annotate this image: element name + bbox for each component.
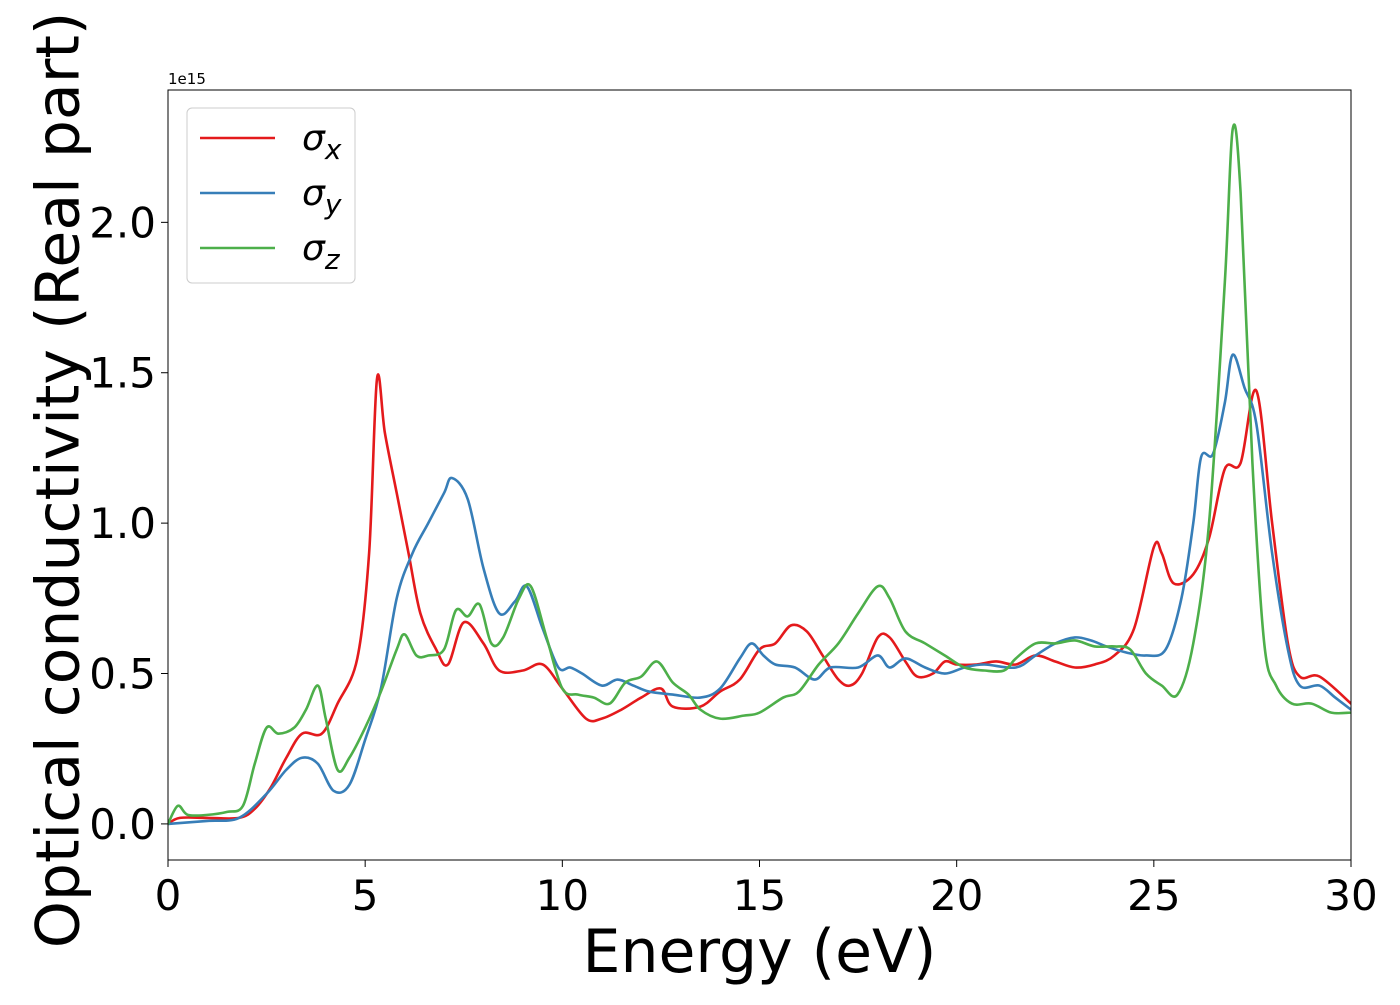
legend-box [186,107,356,284]
axis-ticks: 0 5 10 15 20 25 30 0.0 0.5 1.0 1.5 2.0 [89,198,1378,920]
legend-label-sigma-y: σy [302,173,342,221]
x-axis-label: Energy (eV) [583,917,937,987]
x-tick-label: 0 [155,871,182,920]
x-tick-label: 15 [733,871,786,920]
x-tick-label: 5 [352,871,379,920]
legend-label-sigma-z: σz [302,228,341,276]
series-line-sigma-y [168,353,1351,826]
legend: σx σy σz [186,107,356,284]
y-axis-offset-label: 1e15 [168,70,206,88]
x-tick-label: 30 [1324,871,1377,920]
y-tick-label: 1.5 [89,349,156,398]
y-tick-label: 0.0 [89,800,156,849]
x-tick-label: 20 [930,871,983,920]
y-axis-label: Optical conductivity (Real part) [24,12,94,949]
x-tick-label: 25 [1127,871,1180,920]
y-tick-label: 1.0 [89,499,156,548]
y-tick-label: 2.0 [89,198,156,247]
series-line-sigma-x [168,373,1351,826]
series-lines [168,123,1351,826]
legend-label-sigma-x: σx [302,118,342,166]
series-line-sigma-z [168,123,1351,826]
x-tick-label: 10 [536,871,589,920]
y-tick-label: 0.5 [89,650,156,699]
